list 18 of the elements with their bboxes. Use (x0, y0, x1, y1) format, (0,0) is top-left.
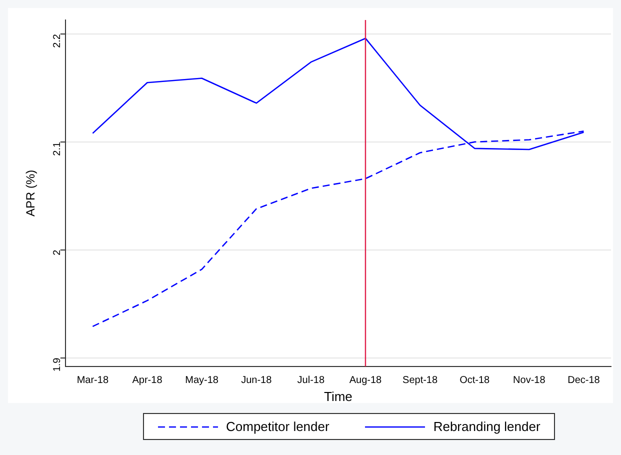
x-tick-label: Nov-18 (513, 375, 546, 386)
x-axis-title: Time (324, 388, 352, 404)
x-tick-label: Apr-18 (132, 375, 163, 386)
y-tick-label: 2.1 (52, 142, 64, 156)
x-tick-label: May-18 (185, 375, 219, 386)
y-tick-label: 2 (52, 249, 64, 256)
legend-label: Rebranding lender (433, 419, 540, 434)
x-tick-label: Aug-18 (349, 375, 382, 386)
x-tick-label: Oct-18 (460, 375, 490, 386)
x-tick-label: Dec-18 (568, 375, 600, 386)
y-tick-label: 1.9 (52, 357, 64, 372)
x-tick-label: Mar-18 (76, 375, 109, 386)
y-tick-label: 2.2 (52, 34, 64, 48)
y-axis-title: APR (%) (24, 170, 38, 217)
legend-label: Competitor lender (226, 419, 330, 434)
x-tick-label: Jun-18 (241, 375, 272, 386)
x-tick-label: Jul-18 (297, 375, 325, 386)
x-tick-label: Sept-18 (402, 375, 438, 386)
